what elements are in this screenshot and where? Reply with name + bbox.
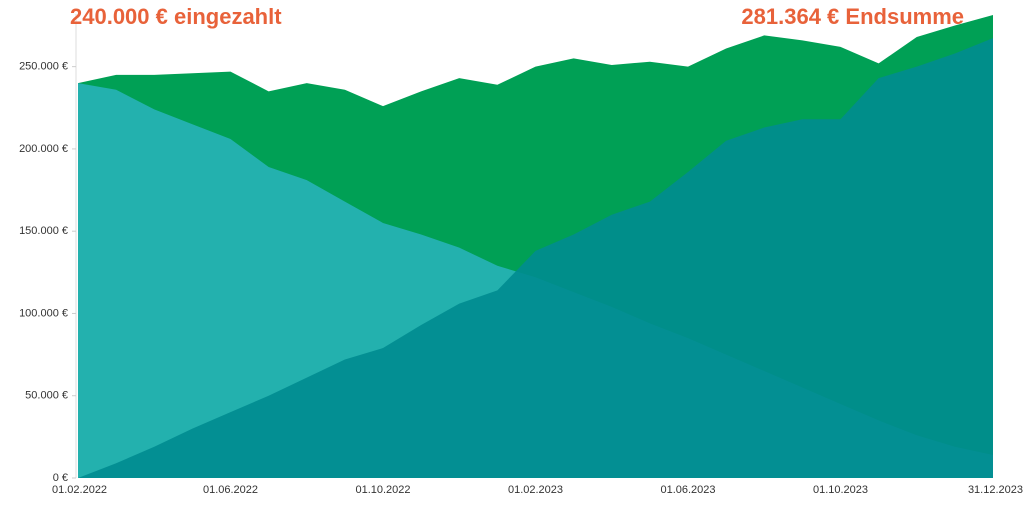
area	[78, 38, 993, 478]
x-tick-label: 01.02.2022	[52, 484, 107, 496]
y-tick-label: 250.000 €	[19, 61, 68, 73]
y-tick-label: 200.000 €	[19, 143, 68, 155]
y-tick-label: 50.000 €	[25, 390, 68, 402]
annotation: 240.000 € eingezahlt	[70, 4, 282, 29]
x-tick-label: 01.06.2023	[660, 484, 715, 496]
annotation: 281.364 € Endsumme	[741, 4, 964, 29]
x-tick-label: 01.10.2023	[813, 484, 868, 496]
y-tick-label: 150.000 €	[19, 225, 68, 237]
x-tick-label: 01.02.2023	[508, 484, 563, 496]
y-tick-label: 100.000 €	[19, 307, 68, 319]
x-tick-label: 01.06.2022	[203, 484, 258, 496]
y-tick-label: 0 €	[53, 472, 68, 484]
x-tick-label: 31.12.2023	[968, 484, 1023, 496]
x-tick-label: 01.10.2022	[355, 484, 410, 496]
